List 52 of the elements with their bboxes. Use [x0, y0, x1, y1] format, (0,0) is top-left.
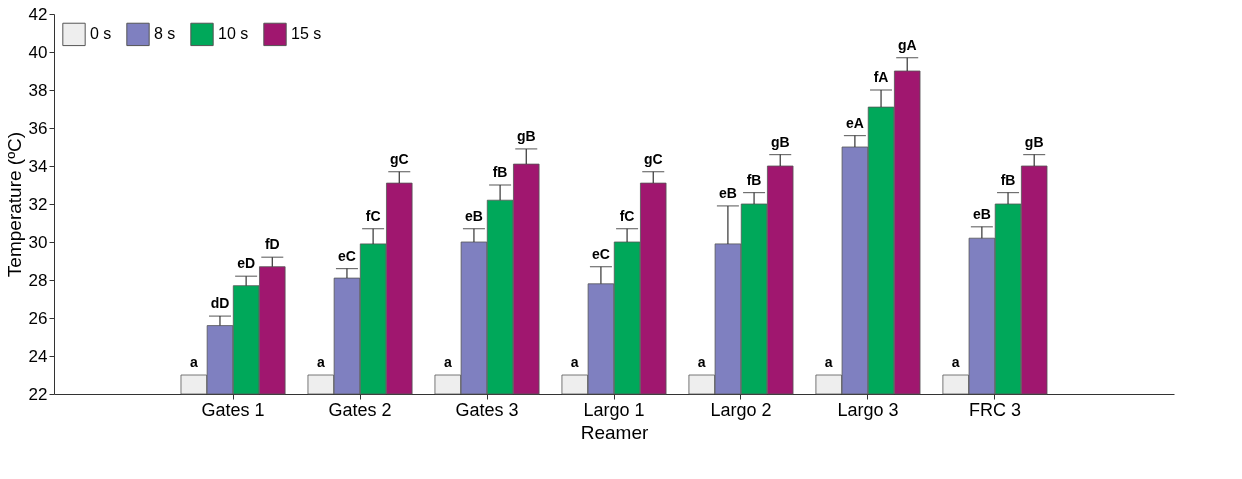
x-tick-label: Gates 1 — [201, 399, 265, 420]
data-label: fB — [1000, 171, 1016, 188]
data-label: a — [316, 354, 325, 370]
data-label: dD — [210, 295, 230, 312]
y-tick-label: 26 — [28, 308, 48, 328]
y-tick-label: 32 — [28, 194, 48, 214]
data-label: a — [824, 354, 833, 370]
x-tick-label: Gates 2 — [328, 399, 392, 420]
data-label: gA — [897, 36, 917, 53]
y-tick-label: 28 — [28, 270, 48, 290]
data-label: gB — [1024, 133, 1044, 150]
data-label: a — [951, 354, 960, 370]
data-label: eB — [972, 205, 991, 222]
x-tick-label: Largo 1 — [583, 399, 645, 420]
data-label: a — [570, 354, 579, 370]
data-label: gB — [770, 133, 790, 150]
data-label: eB — [718, 184, 737, 201]
legend-label: 10 s — [218, 25, 249, 43]
x-tick-label: Gates 3 — [455, 399, 519, 420]
legend-label: 15 s — [291, 25, 322, 43]
y-tick-label: 34 — [28, 156, 48, 176]
y-tick-label: 42 — [28, 4, 48, 24]
y-tick-label: 36 — [28, 118, 48, 138]
data-label: a — [697, 354, 706, 370]
y-tick-label: 22 — [28, 384, 48, 404]
data-label: fB — [746, 171, 762, 188]
data-label: fD — [264, 236, 280, 253]
legend-label: 8 s — [154, 25, 176, 43]
data-label: eA — [845, 114, 864, 131]
x-tick-label: Largo 3 — [837, 399, 899, 420]
x-tick-label: Largo 2 — [710, 399, 772, 420]
y-tick-label: 24 — [28, 346, 48, 366]
y-axis-title: Temperature (ºC) — [3, 131, 25, 278]
data-label: a — [443, 354, 452, 370]
data-label: gC — [389, 150, 409, 167]
y-tick-label: 40 — [28, 42, 48, 62]
data-label: eD — [237, 255, 256, 272]
y-tick-label: 30 — [28, 232, 48, 252]
data-label: eC — [591, 245, 610, 262]
data-label: a — [189, 354, 198, 370]
x-axis-title: Reamer — [580, 421, 649, 443]
data-label: eB — [464, 207, 483, 224]
x-tick-label: FRC 3 — [968, 399, 1021, 420]
data-label: fB — [492, 164, 508, 180]
legend-label: 0 s — [90, 25, 112, 43]
data-label: gB — [516, 127, 536, 144]
data-label: gC — [643, 150, 663, 167]
data-label: fC — [365, 207, 381, 224]
data-label: fC — [619, 207, 635, 224]
data-label: eC — [338, 247, 356, 264]
data-label: fA — [873, 69, 889, 85]
y-tick-label: 38 — [28, 80, 48, 100]
